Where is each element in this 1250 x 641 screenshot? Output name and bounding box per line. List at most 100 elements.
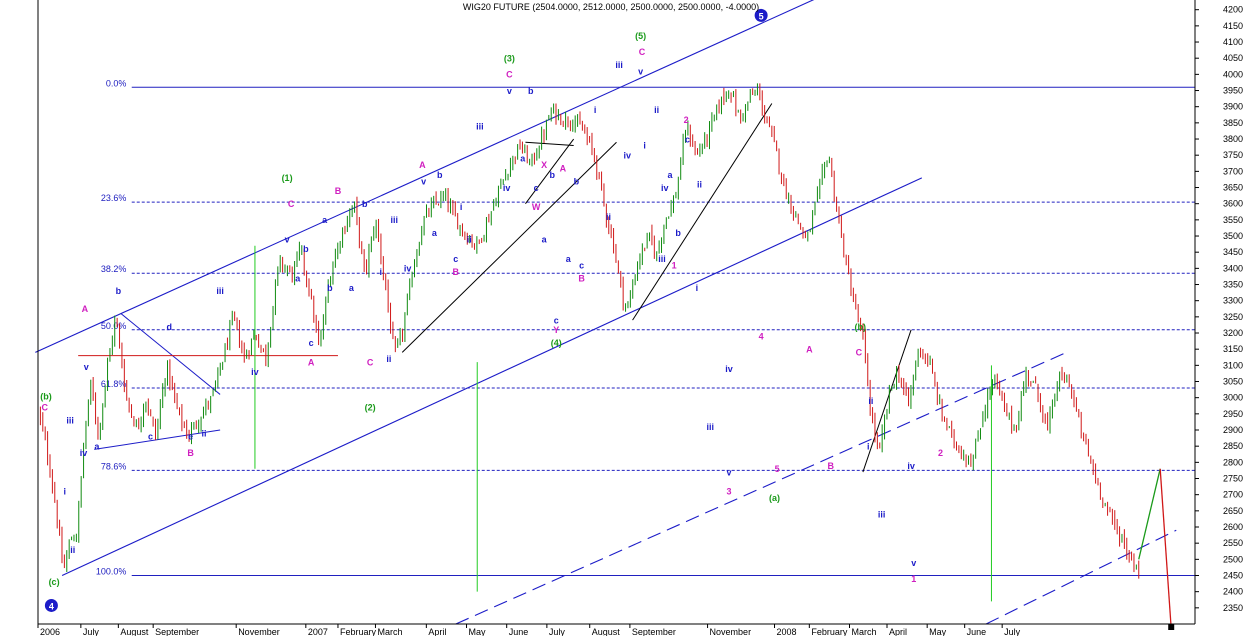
wave-label-64: Y: [553, 325, 559, 335]
wave-label-68: iii: [615, 60, 623, 70]
y-tick-label-0: 2350: [1223, 603, 1243, 613]
y-tick-label-6: 2650: [1223, 506, 1243, 516]
trend-line-1: [632, 103, 773, 321]
x-tick-label-21: July: [1004, 627, 1021, 636]
wave-label-16: B: [187, 448, 194, 458]
wave-label-90: (a): [769, 493, 780, 503]
wave-label-93: (b): [854, 322, 866, 332]
wave-label-11: b: [116, 286, 122, 296]
y-tick-label-7: 2700: [1223, 490, 1243, 500]
y-tick-label-32: 3950: [1223, 86, 1243, 96]
wave-label-12: a: [94, 441, 100, 451]
wave-label-26: A: [308, 357, 315, 367]
price-candles: [37, 83, 1140, 579]
wave-label-96: i: [867, 441, 870, 451]
wave-label-73: ii: [654, 105, 659, 115]
wave-label-71: C: [639, 47, 646, 57]
y-tick-label-21: 3400: [1223, 263, 1243, 273]
y-tick-label-1: 2400: [1223, 587, 1243, 597]
wave-label-78: iii: [658, 254, 666, 264]
wave-label-87: 3: [726, 487, 731, 497]
wave-label-57: a: [542, 234, 548, 244]
wave-circle-0: [44, 598, 58, 612]
wave-label-79: 1: [672, 260, 677, 270]
wave-label-0: 4: [49, 601, 54, 611]
wave-label-81: c: [685, 134, 690, 144]
projection-up: [1138, 468, 1161, 560]
wave-label-46: iii: [476, 121, 484, 131]
wave-label-13: c: [148, 432, 153, 442]
y-tick-label-25: 3600: [1223, 199, 1243, 209]
wave-label-77: b: [675, 228, 681, 238]
chart-title: WIG20 FUTURE (2504.0000, 2512.0000, 2500…: [463, 2, 759, 12]
x-tick-label-9: May: [469, 627, 487, 636]
wave-label-92: B: [828, 461, 835, 471]
wave-label-37: iv: [404, 264, 412, 274]
y-tick-label-30: 3850: [1223, 118, 1243, 128]
wave-label-3: C: [41, 403, 48, 413]
wave-label-47: iv: [503, 183, 511, 193]
y-tick-label-33: 4000: [1223, 69, 1243, 79]
trend-line-3: [525, 141, 574, 146]
wave-label-18: iii: [216, 286, 224, 296]
wave-labels: 45(b)C(c)iiiiiiivAvbacdeBiiiiiiv(1)Cvbac…: [40, 8, 943, 612]
wave-label-72: v: [638, 66, 643, 76]
wave-label-28: b: [327, 283, 333, 293]
wave-label-74: i: [643, 141, 646, 151]
wave-label-2: (b): [40, 391, 52, 401]
wave-label-10: v: [84, 362, 89, 372]
x-tick-label-18: April: [889, 627, 907, 636]
wave-label-55: W: [532, 202, 541, 212]
wave-label-36: iii: [390, 215, 398, 225]
channel-and-trend-lines: [35, 0, 1177, 625]
x-tick-label-17: March: [852, 627, 877, 636]
y-axis: 2350 2400 2450 2500 2550 2600 2650 2700 2750 2800…: [1195, 5, 1243, 613]
x-tick-label-11: July: [549, 627, 566, 636]
x-tick-label-2: August: [120, 627, 149, 636]
wave-label-19: iv: [251, 367, 259, 377]
x-tick-label-13: September: [632, 627, 676, 636]
y-tick-label-11: 2900: [1223, 425, 1243, 435]
wave-label-7: iii: [66, 416, 74, 426]
y-tick-label-9: 2800: [1223, 457, 1243, 467]
wave-label-70: (5): [635, 31, 646, 41]
fibonacci-levels: 0.0% 23.6% 38.2% 50.0% 61.8% 78.6% 100.0%: [96, 78, 1195, 577]
y-tick-label-28: 3750: [1223, 150, 1243, 160]
fib-label-1: 23.6%: [101, 193, 127, 203]
wave-label-76: iv: [661, 183, 669, 193]
x-tick-label-8: April: [428, 627, 446, 636]
wave-label-60: a: [566, 254, 572, 264]
wave-label-84: iv: [725, 364, 733, 374]
wave-label-100: 1: [911, 574, 916, 584]
x-tick-label-1: July: [83, 627, 100, 636]
trend-line-5: [120, 313, 221, 395]
x-tick-label-15: 2008: [777, 627, 797, 636]
wave-label-85: iii: [706, 422, 714, 432]
wave-label-95: ii: [868, 396, 873, 406]
y-tick-label-5: 2600: [1223, 522, 1243, 532]
x-tick-label-19: May: [929, 627, 947, 636]
wave-label-34: i: [380, 267, 383, 277]
y-tick-label-20: 3350: [1223, 280, 1243, 290]
projection-down: [1159, 468, 1172, 625]
x-tick-label-6: February: [340, 627, 377, 636]
y-tick-label-19: 3300: [1223, 296, 1243, 306]
wave-label-17: ii: [202, 428, 207, 438]
wave-label-58: A: [560, 163, 567, 173]
y-tick-label-10: 2850: [1223, 441, 1243, 451]
fib-label-6: 100.0%: [96, 567, 127, 577]
wave-label-29: B: [335, 186, 342, 196]
wave-label-35: ii: [386, 354, 391, 364]
wave-label-67: ii: [606, 212, 611, 222]
wave-label-69: iv: [623, 150, 631, 160]
x-tick-label-10: June: [509, 627, 529, 636]
wave-label-1: 5: [759, 11, 764, 21]
trend-line-2: [525, 138, 575, 204]
y-tick-label-18: 3250: [1223, 312, 1243, 322]
wave-label-9: A: [82, 304, 89, 314]
y-tick-label-23: 3500: [1223, 231, 1243, 241]
x-tick-label-7: March: [377, 627, 402, 636]
wave-label-52: a: [520, 154, 526, 164]
vertical-markers: [254, 245, 992, 602]
y-tick-label-37: 4200: [1223, 5, 1243, 15]
